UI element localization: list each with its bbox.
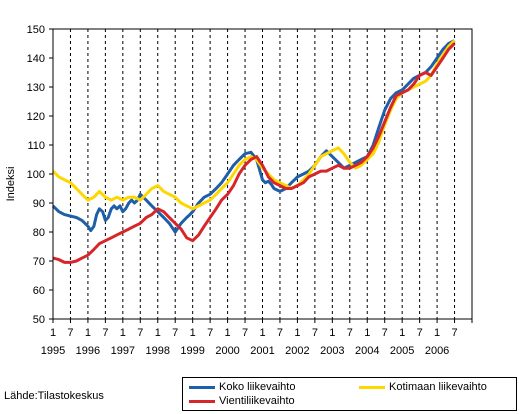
- legend-label-vienti: Vientiliikevaihto: [219, 395, 295, 407]
- y-tick-label: 110: [27, 140, 45, 152]
- x-tick-month-label: 7: [347, 327, 353, 339]
- y-tick-label: 130: [27, 82, 45, 94]
- y-tick-label: 60: [33, 285, 45, 297]
- x-tick-month-label: 1: [364, 327, 370, 339]
- x-tick-month-label: 7: [137, 327, 143, 339]
- x-tick-month-label: 7: [242, 327, 248, 339]
- legend-swatch-kotimaan: [359, 385, 385, 389]
- x-tick-month-label: 1: [259, 327, 265, 339]
- legend-label-koko: Koko liikevaihto: [219, 381, 296, 393]
- x-tick-month-label: 7: [277, 327, 283, 339]
- x-tick-month-label: 1: [190, 327, 196, 339]
- x-tick-year-label: 2006: [425, 345, 449, 357]
- x-tick-month-label: 7: [172, 327, 178, 339]
- x-tick-month-label: 1: [434, 327, 440, 339]
- x-tick-month-label: 1: [225, 327, 231, 339]
- legend: Koko liikevaihto Kotimaan liikevaihto Vi…: [182, 377, 517, 411]
- series-lines: [51, 39, 456, 264]
- x-tick-year-label: 2004: [355, 345, 379, 357]
- legend-swatch-koko: [189, 385, 215, 389]
- x-tick-year-label: 2002: [285, 345, 309, 357]
- x-tick-month-label: 7: [451, 327, 457, 339]
- x-tick-year-label: 2003: [320, 345, 344, 357]
- y-tick-label: 80: [33, 227, 45, 239]
- y-tick-label: 90: [33, 198, 45, 210]
- legend-swatch-vienti: [189, 399, 215, 403]
- source-note: Lähde:Tilastokeskus: [4, 390, 104, 402]
- legend-item-kotimaan: Kotimaan liikevaihto: [359, 381, 487, 393]
- x-tick-year-label: 2000: [215, 345, 239, 357]
- x-tick-year-label: 1998: [146, 345, 170, 357]
- legend-item-vienti: Vientiliikevaihto: [189, 395, 295, 407]
- x-tick-month-label: 1: [329, 327, 335, 339]
- y-tick-label: 150: [27, 24, 45, 36]
- y-tick-label: 100: [27, 169, 45, 181]
- x-tick-month-label: 7: [67, 327, 73, 339]
- x-tick-month-label: 7: [417, 327, 423, 339]
- x-tick-month-label: 7: [207, 327, 213, 339]
- x-tick-month-label: 7: [312, 327, 318, 339]
- x-tick-year-label: 1995: [41, 345, 65, 357]
- x-tick-month-label: 1: [50, 327, 56, 339]
- legend-label-kotimaan: Kotimaan liikevaihto: [389, 381, 487, 393]
- x-tick-month-label: 7: [102, 327, 108, 339]
- y-tick-label: 50: [33, 314, 45, 326]
- x-tick-year-label: 1997: [111, 345, 135, 357]
- x-tick-year-label: 2001: [250, 345, 274, 357]
- x-tick-month-label: 1: [120, 327, 126, 339]
- x-tick-year-label: 1999: [180, 345, 204, 357]
- y-tick-label: 120: [27, 111, 45, 123]
- x-tick-month-label: 1: [399, 327, 405, 339]
- x-tick-year-label: 2005: [390, 345, 414, 357]
- x-tick-month-label: 1: [155, 327, 161, 339]
- y-tick-label: 140: [27, 53, 45, 65]
- x-tick-year-label: 1996: [76, 345, 100, 357]
- series-line-0: [51, 39, 456, 234]
- x-tick-month-label: 7: [382, 327, 388, 339]
- x-tick-month-label: 1: [294, 327, 300, 339]
- series-line-2: [52, 42, 456, 264]
- legend-item-koko: Koko liikevaihto: [189, 381, 295, 393]
- y-tick-label: 70: [33, 256, 45, 268]
- y-axis-title: Indeksi: [5, 167, 17, 202]
- x-tick-month-label: 1: [85, 327, 91, 339]
